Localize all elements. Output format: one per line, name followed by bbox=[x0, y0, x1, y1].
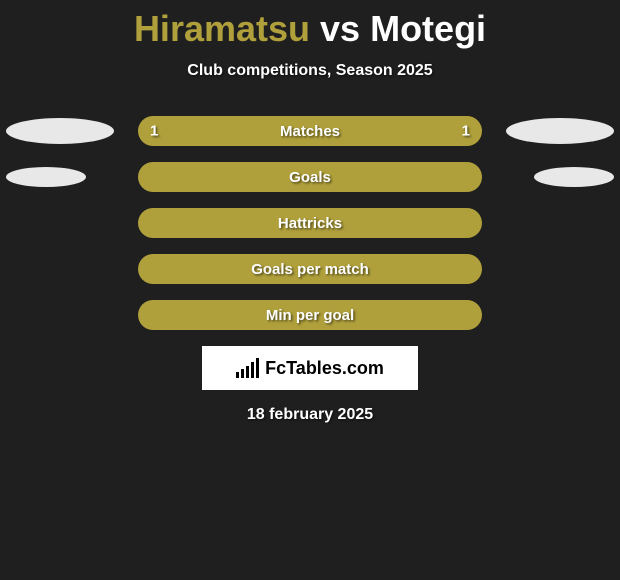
stat-row-goals-per-match: Goals per match bbox=[0, 254, 620, 284]
bar-chart-icon bbox=[236, 358, 259, 378]
oval-right-icon bbox=[534, 167, 614, 187]
stat-label: Min per goal bbox=[266, 307, 354, 324]
date-label: 18 february 2025 bbox=[0, 406, 620, 424]
oval-left-icon bbox=[6, 118, 114, 144]
stat-label: Matches bbox=[280, 123, 340, 140]
stat-row-matches: 1 Matches 1 bbox=[0, 116, 620, 146]
stat-rows: 1 Matches 1 Goals Hattricks Goals per ma… bbox=[0, 116, 620, 330]
stat-row-min-per-goal: Min per goal bbox=[0, 300, 620, 330]
stat-value-right: 1 bbox=[462, 123, 470, 140]
stat-row-goals: Goals bbox=[0, 162, 620, 192]
page-title: Hiramatsu vs Motegi bbox=[0, 0, 620, 50]
stat-bar: Hattricks bbox=[138, 208, 482, 238]
stat-value-left: 1 bbox=[150, 123, 158, 140]
stat-bar: 1 Matches 1 bbox=[138, 116, 482, 146]
logo: FcTables.com bbox=[236, 358, 384, 379]
stat-label: Goals per match bbox=[251, 261, 369, 278]
logo-box: FcTables.com bbox=[202, 346, 418, 390]
player1-name: Hiramatsu bbox=[134, 8, 310, 49]
stat-bar: Goals bbox=[138, 162, 482, 192]
vs-label: vs bbox=[320, 8, 360, 49]
oval-right-icon bbox=[506, 118, 614, 144]
stat-bar: Min per goal bbox=[138, 300, 482, 330]
player2-name: Motegi bbox=[370, 8, 486, 49]
stat-row-hattricks: Hattricks bbox=[0, 208, 620, 238]
stat-bar: Goals per match bbox=[138, 254, 482, 284]
stat-label: Goals bbox=[289, 169, 331, 186]
oval-left-icon bbox=[6, 167, 86, 187]
subtitle: Club competitions, Season 2025 bbox=[0, 62, 620, 80]
logo-text: FcTables.com bbox=[265, 358, 384, 379]
stat-label: Hattricks bbox=[278, 215, 342, 232]
